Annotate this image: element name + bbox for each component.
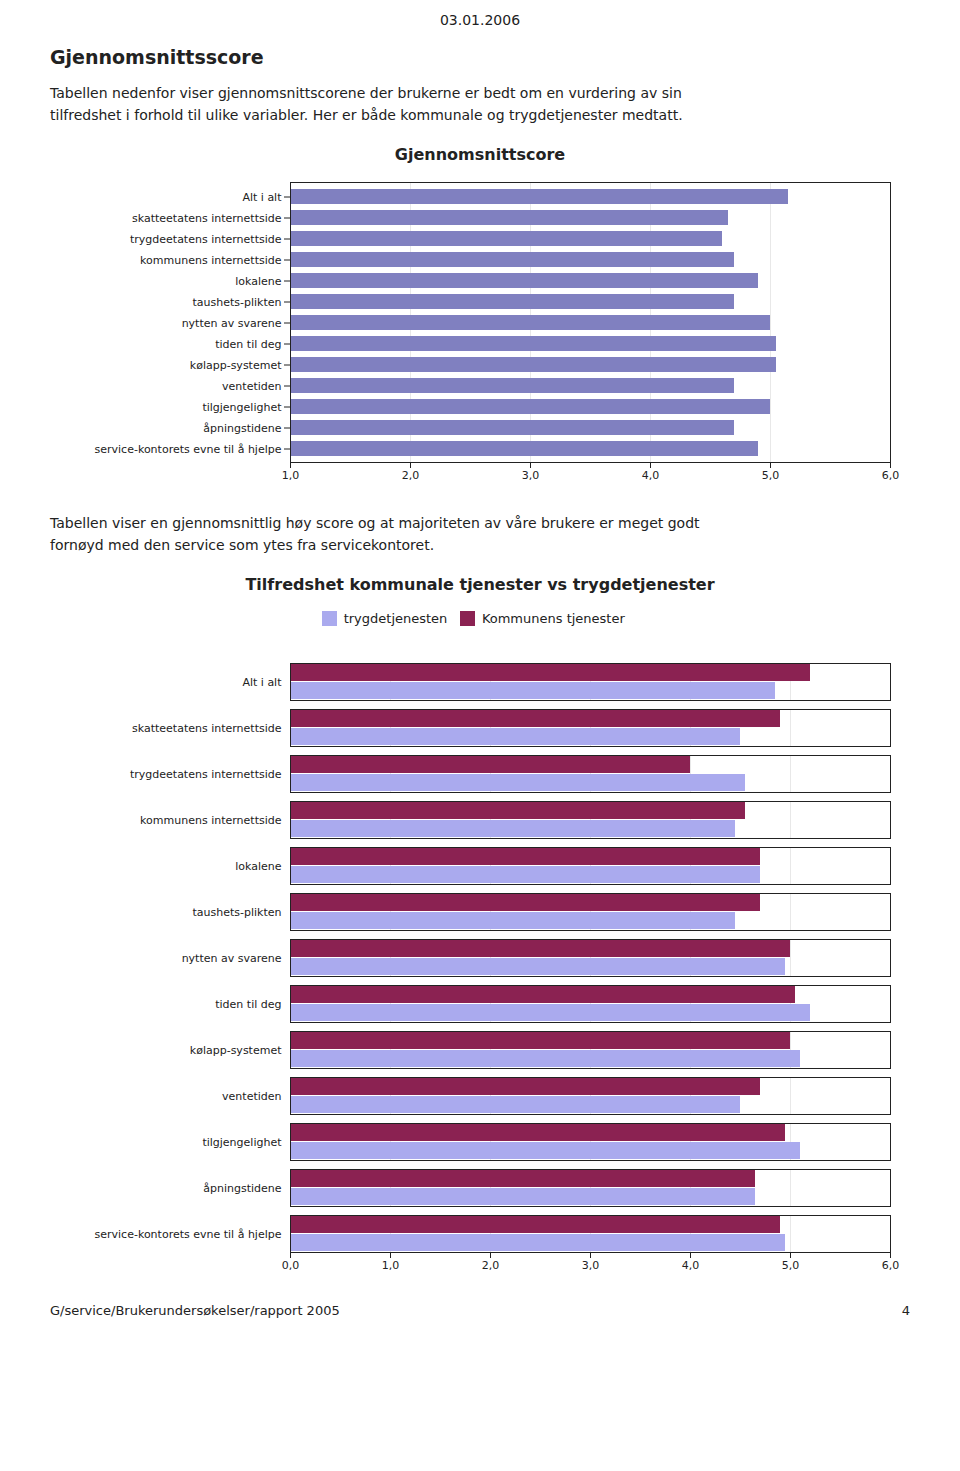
svg-text:5,0: 5,0 [782, 1259, 800, 1272]
svg-text:taushets-plikten: taushets-plikten [192, 295, 281, 308]
svg-text:1,0: 1,0 [382, 1259, 400, 1272]
html-text:tilfredshet i forhold til ulik: tilfredshet i forhold til ulike variable… [50, 107, 683, 124]
svg-text:0,0: 0,0 [282, 1259, 300, 1272]
svg-text:kommunens internettside: kommunens internettside [140, 253, 282, 266]
svg-text:Alt i alt: Alt i alt [242, 190, 282, 203]
html-text:Gjennomsnittsscore: Gjennomsnittsscore [50, 46, 264, 68]
svg-text:kølapp-systemet: kølapp-systemet [190, 358, 282, 371]
svg-text:6,0: 6,0 [882, 469, 900, 482]
html-text:fornøyd med den service som yt: fornøyd med den service som ytes fra ser… [50, 537, 435, 554]
html-text:Kommunens tjenester: Kommunens tjenester [481, 610, 625, 626]
html-text:Tilfredshet kommunale tjeneste: Tilfredshet kommunale tjenester vs trygd… [245, 574, 715, 594]
svg-text:Alt i alt: Alt i alt [242, 676, 282, 689]
svg-text:tilgjengelighet: tilgjengelighet [202, 1136, 282, 1149]
svg-text:3,0: 3,0 [582, 1259, 600, 1272]
svg-text:tiden til deg: tiden til deg [215, 337, 281, 350]
svg-text:4,0: 4,0 [642, 469, 660, 482]
svg-text:6,0: 6,0 [882, 1259, 900, 1272]
svg-text:kølapp-systemet: kølapp-systemet [190, 1044, 282, 1057]
svg-text:3,0: 3,0 [522, 469, 540, 482]
svg-text:taushets-plikten: taushets-plikten [192, 906, 281, 919]
svg-text:tiden til deg: tiden til deg [215, 998, 281, 1011]
svg-text:åpningstidene: åpningstidene [203, 1182, 282, 1195]
svg-text:trygdeetatens internettside: trygdeetatens internettside [130, 768, 282, 781]
svg-text:service-kontorets evne til å h: service-kontorets evne til å hjelpe [95, 1228, 282, 1241]
html-text:Tabellen viser en gjennomsnitt: Tabellen viser en gjennomsnittlig høy sc… [50, 514, 700, 531]
svg-text:ventetiden: ventetiden [222, 379, 281, 392]
svg-text:2,0: 2,0 [482, 1259, 500, 1272]
html-text:4: 4 [901, 1303, 910, 1319]
html-text:03.01.2006: 03.01.2006 [439, 12, 521, 28]
svg-text:2,0: 2,0 [402, 469, 420, 482]
svg-text:skatteetatens internettside: skatteetatens internettside [132, 211, 282, 224]
html-text:G/service/Brukerundersøkelser/: G/service/Brukerundersøkelser/rapport 20… [50, 1303, 340, 1319]
html-text:trygdetjenesten: trygdetjenesten [343, 610, 448, 626]
svg-text:lokalene: lokalene [235, 274, 281, 287]
svg-text:1,0: 1,0 [282, 469, 300, 482]
svg-text:ventetiden: ventetiden [222, 1090, 281, 1103]
svg-text:5,0: 5,0 [762, 469, 780, 482]
html-text:Gjennomsnittscore: Gjennomsnittscore [394, 144, 566, 164]
svg-text:åpningstidene: åpningstidene [203, 421, 282, 434]
svg-text:nytten av svarene: nytten av svarene [182, 952, 282, 965]
svg-text:service-kontorets evne til å h: service-kontorets evne til å hjelpe [95, 442, 282, 455]
svg-text:tilgjengelighet: tilgjengelighet [202, 400, 282, 413]
svg-text:skatteetatens internettside: skatteetatens internettside [132, 722, 282, 735]
svg-text:nytten av svarene: nytten av svarene [182, 316, 282, 329]
svg-text:lokalene: lokalene [235, 860, 281, 873]
svg-text:4,0: 4,0 [682, 1259, 700, 1272]
html-text:Tabellen nedenfor viser gjenno: Tabellen nedenfor viser gjennomsnittscor… [50, 85, 682, 101]
svg-text:trygdeetatens internettside: trygdeetatens internettside [130, 232, 282, 245]
svg-text:kommunens internettside: kommunens internettside [140, 814, 282, 827]
